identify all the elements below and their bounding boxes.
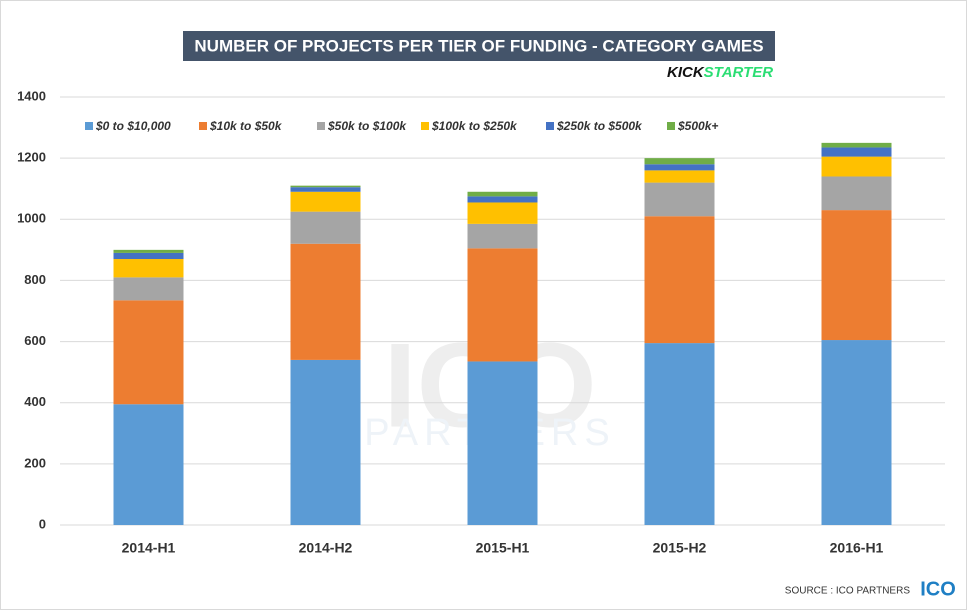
bar-segment	[113, 252, 184, 260]
bar-segment	[290, 187, 361, 192]
bar-segment	[821, 176, 892, 211]
source: SOURCE : ICO PARTNERS	[785, 586, 911, 597]
logo-part: STARTER	[704, 64, 774, 81]
bar-segment	[467, 202, 538, 224]
bar-segment	[290, 191, 361, 212]
bar-segment	[467, 223, 538, 249]
bar-segment	[821, 142, 892, 148]
legend-label: $10k to $50k	[209, 119, 283, 133]
logo: KICKSTARTER	[667, 64, 773, 81]
legend-swatch	[85, 122, 93, 130]
bar-segment	[821, 156, 892, 177]
bar-segment	[113, 259, 184, 278]
legend-label: $500k+	[677, 119, 718, 133]
y-tick-label: 400	[24, 394, 46, 409]
bar-segment	[113, 404, 184, 525]
bar-segment	[821, 210, 892, 341]
bar-segment	[113, 277, 184, 301]
y-tick-label: 0	[39, 516, 46, 531]
bar-segment	[644, 182, 715, 217]
y-tick-label: 1200	[17, 150, 46, 165]
legend-swatch	[199, 122, 207, 130]
legend-swatch	[667, 122, 675, 130]
x-tick-label: 2015-H2	[653, 540, 707, 556]
bar-segment	[644, 170, 715, 183]
y-tick-label: 1000	[17, 211, 46, 226]
bar-segment	[644, 216, 715, 344]
x-tick-label: 2016-H1	[830, 540, 884, 556]
bar-segment	[113, 300, 184, 405]
y-tick-label: 200	[24, 455, 46, 470]
bar-segment	[467, 361, 538, 525]
chart-title: NUMBER OF PROJECTS PER TIER OF FUNDING -…	[194, 36, 763, 55]
bar-segment	[821, 147, 892, 157]
logo-part: KICK	[667, 64, 705, 81]
legend-swatch	[317, 122, 325, 130]
bar-segment	[644, 164, 715, 171]
y-tick-label: 800	[24, 272, 46, 287]
legend-swatch	[421, 122, 429, 130]
y-tick-label: 1400	[17, 88, 46, 103]
source-logo: ICO	[920, 578, 956, 600]
x-tick-label: 2014-H2	[299, 540, 353, 556]
bar-segment	[644, 343, 715, 525]
bar-segment	[290, 211, 361, 244]
y-tick-label: 600	[24, 333, 46, 348]
bar-segment	[290, 243, 361, 360]
legend-label: $0 to $10,000	[95, 119, 171, 133]
bar-segment	[290, 185, 361, 188]
x-tick-label: 2015-H1	[476, 540, 530, 556]
bar-segment	[467, 196, 538, 203]
legend-label: $50k to $100k	[327, 119, 407, 133]
bar-segment	[467, 248, 538, 362]
bar-segment	[821, 340, 892, 525]
legend-swatch	[546, 122, 554, 130]
title-box	[183, 31, 775, 61]
legend-label: $250k to $500k	[556, 119, 643, 133]
bar-segment	[113, 249, 184, 253]
x-tick-label: 2014-H1	[122, 540, 176, 556]
bar-segment	[644, 158, 715, 165]
legend-label: $100k to $250k	[431, 119, 518, 133]
bar-segment	[290, 359, 361, 525]
bar-segment	[467, 191, 538, 197]
